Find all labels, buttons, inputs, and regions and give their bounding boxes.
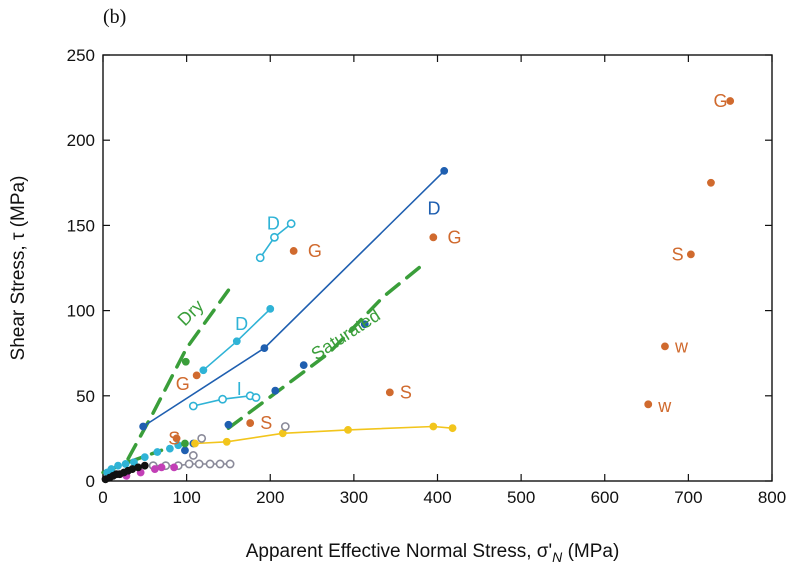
plot-border xyxy=(102,54,773,482)
data-point xyxy=(270,232,279,242)
data-point xyxy=(726,97,735,105)
dashed-trend-line xyxy=(126,288,231,461)
annotation-label: D xyxy=(235,314,248,334)
x-tick-label: 300 xyxy=(340,488,368,507)
data-point xyxy=(289,247,298,255)
annotation-label: S xyxy=(672,244,684,264)
x-axis-title: Apparent Effective Normal Stress, σ'N (M… xyxy=(246,541,620,565)
data-point xyxy=(222,437,231,446)
data-point xyxy=(707,178,715,187)
data-point xyxy=(181,357,190,366)
data-point xyxy=(188,401,198,411)
data-point xyxy=(165,444,174,453)
x-tick-label: 400 xyxy=(423,488,451,507)
data-point xyxy=(360,320,369,329)
annotation-label: G xyxy=(713,91,727,111)
data-point xyxy=(255,253,265,263)
annotation-label: G xyxy=(308,241,322,261)
data-point xyxy=(385,388,394,397)
data-point xyxy=(157,463,166,472)
y-tick-label: 150 xyxy=(67,216,95,235)
data-point xyxy=(661,342,669,351)
data-point xyxy=(199,366,208,375)
annotation-label: w xyxy=(657,396,672,416)
data-point xyxy=(224,420,233,429)
data-point xyxy=(271,386,280,395)
data-point xyxy=(139,422,148,431)
x-tick-label: 200 xyxy=(256,488,284,507)
data-point xyxy=(251,393,261,402)
data-point xyxy=(299,361,308,370)
data-point xyxy=(170,463,178,472)
data-point xyxy=(344,425,352,434)
data-point xyxy=(266,304,275,313)
annotation-label: G xyxy=(176,374,190,394)
annotation-label: Saturated xyxy=(308,305,384,364)
data-point xyxy=(150,465,159,473)
data-point xyxy=(429,422,438,431)
data-point xyxy=(188,451,198,460)
data-point xyxy=(429,233,438,242)
annotation-label: I xyxy=(237,379,242,399)
data-point xyxy=(448,424,457,433)
data-point xyxy=(205,459,215,469)
data-point xyxy=(181,446,189,455)
data-point xyxy=(194,459,204,469)
dashed-trends xyxy=(101,261,427,475)
data-point xyxy=(140,461,149,470)
x-tick-label: 0 xyxy=(98,488,107,507)
y-tick-label: 100 xyxy=(67,302,95,321)
y-tick-label: 250 xyxy=(67,46,95,65)
annotation-label: w xyxy=(674,336,689,356)
annotation-label: D xyxy=(427,198,440,218)
data-point xyxy=(184,459,194,469)
data-point xyxy=(140,453,149,462)
annotation-label: D xyxy=(267,214,280,234)
data-point xyxy=(246,419,255,427)
y-tick-label: 50 xyxy=(76,387,95,406)
x-tick-label: 800 xyxy=(758,488,786,507)
data-point xyxy=(134,463,143,472)
panel-label: (b) xyxy=(103,6,127,28)
data-point xyxy=(197,433,207,443)
data-point xyxy=(440,166,449,175)
data-point xyxy=(192,371,201,380)
data-point xyxy=(286,219,296,229)
annotation-label: S xyxy=(260,413,272,433)
data-point xyxy=(181,439,189,448)
annotation-label: Dry xyxy=(174,296,208,330)
x-tick-label: 500 xyxy=(507,488,535,507)
data-point xyxy=(218,394,227,404)
data-point xyxy=(644,400,653,409)
data-point xyxy=(153,448,162,456)
data-point xyxy=(121,460,130,468)
data-point xyxy=(114,461,122,470)
data-point xyxy=(225,459,235,469)
y-tick-label: 0 xyxy=(86,472,95,491)
annotation-label: S xyxy=(400,382,412,402)
data-point xyxy=(191,439,199,448)
x-tick-label: 100 xyxy=(172,488,200,507)
data-series xyxy=(101,97,735,484)
y-axis-title: Shear Stress, τ (MPa) xyxy=(8,176,29,361)
annotation-label: G xyxy=(448,227,462,247)
data-point xyxy=(260,344,269,352)
x-tick-label: 600 xyxy=(591,488,619,507)
data-point xyxy=(215,459,225,469)
plot-frame xyxy=(102,54,773,482)
x-tick-label: 700 xyxy=(674,488,702,507)
annotation-label: S xyxy=(168,428,180,448)
data-point xyxy=(232,337,241,346)
y-tick-label: 200 xyxy=(67,131,95,150)
series-line xyxy=(194,425,453,445)
data-point xyxy=(280,422,290,431)
axis-ticks: 0 100 200 300 400 500 600 700 800 0 50 100 150 200 250 xyxy=(67,46,787,507)
data-point xyxy=(686,250,695,259)
